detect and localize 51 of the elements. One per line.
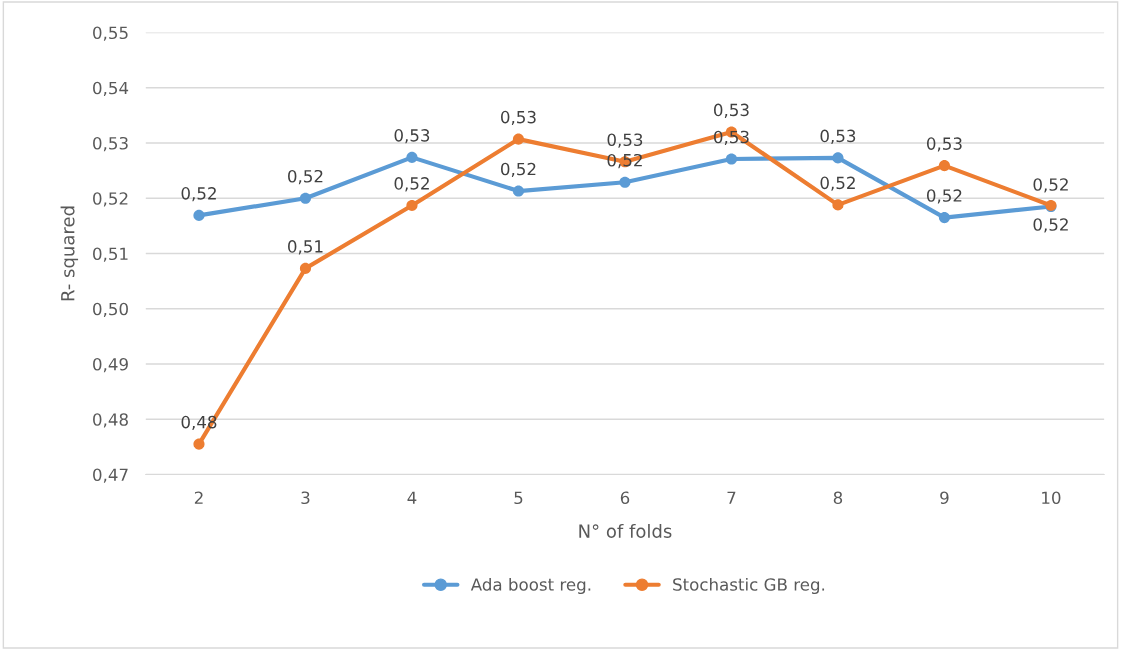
y-tick-label: 0,54 xyxy=(93,81,129,97)
point xyxy=(299,192,312,204)
x-axis-title: N° of folds xyxy=(579,523,672,538)
y-tick-label: 0,52 xyxy=(93,192,128,207)
legend-label: Ada boost reg. xyxy=(470,577,591,595)
y-tick-label: 0,48 xyxy=(93,413,128,428)
data-label: 0,51 xyxy=(288,240,323,255)
x-tick-label: 5 xyxy=(514,491,523,505)
data-label: 0,52 xyxy=(926,189,962,204)
data-label: 0,52 xyxy=(288,169,323,185)
data-label: 0,52 xyxy=(1033,218,1068,233)
data-label: 0,53 xyxy=(926,137,962,152)
point xyxy=(832,199,844,211)
point xyxy=(299,262,312,274)
y-tick-label: 0,47 xyxy=(93,468,128,483)
data-label: 0,53 xyxy=(607,133,643,148)
data-label: 0,52 xyxy=(501,162,536,178)
point xyxy=(406,199,418,211)
point xyxy=(193,209,205,221)
point xyxy=(619,176,631,188)
point xyxy=(512,185,525,197)
y-tick-label: 0,51 xyxy=(93,247,128,262)
y-tick-label: 0,53 xyxy=(93,136,128,152)
point xyxy=(832,152,844,164)
y-tick-label: 0,55 xyxy=(93,26,128,41)
data-label: 0,52 xyxy=(1033,178,1068,193)
x-tick-label: 8 xyxy=(833,491,843,505)
x-tick-label: 10 xyxy=(1042,491,1061,505)
point xyxy=(725,153,738,165)
x-tick-label: 4 xyxy=(407,491,417,504)
point xyxy=(193,438,205,450)
x-tick-label: 7 xyxy=(727,491,736,504)
data-label: 0,52 xyxy=(181,187,216,202)
data-label: 0,53 xyxy=(820,129,856,144)
x-tick-label: 3 xyxy=(301,491,310,505)
data-label: 0,52 xyxy=(394,177,429,192)
x-tick-label: 6 xyxy=(620,491,630,505)
y-axis-title: R- squared xyxy=(60,206,79,301)
point xyxy=(512,133,525,145)
data-label: 0,53 xyxy=(501,110,536,126)
data-label: 0,52 xyxy=(820,176,855,191)
point xyxy=(938,212,950,224)
y-tick-label: 0,50 xyxy=(93,302,128,318)
x-tick-label: 2 xyxy=(194,491,203,504)
data-label: 0,53 xyxy=(714,103,749,118)
y-tick-label: 0,49 xyxy=(93,357,128,373)
point xyxy=(938,160,950,172)
point xyxy=(406,151,418,163)
x-tick-label: 9 xyxy=(940,491,949,505)
legend-label: Stochastic GB reg. xyxy=(673,577,825,595)
data-label: 0,53 xyxy=(394,129,430,144)
